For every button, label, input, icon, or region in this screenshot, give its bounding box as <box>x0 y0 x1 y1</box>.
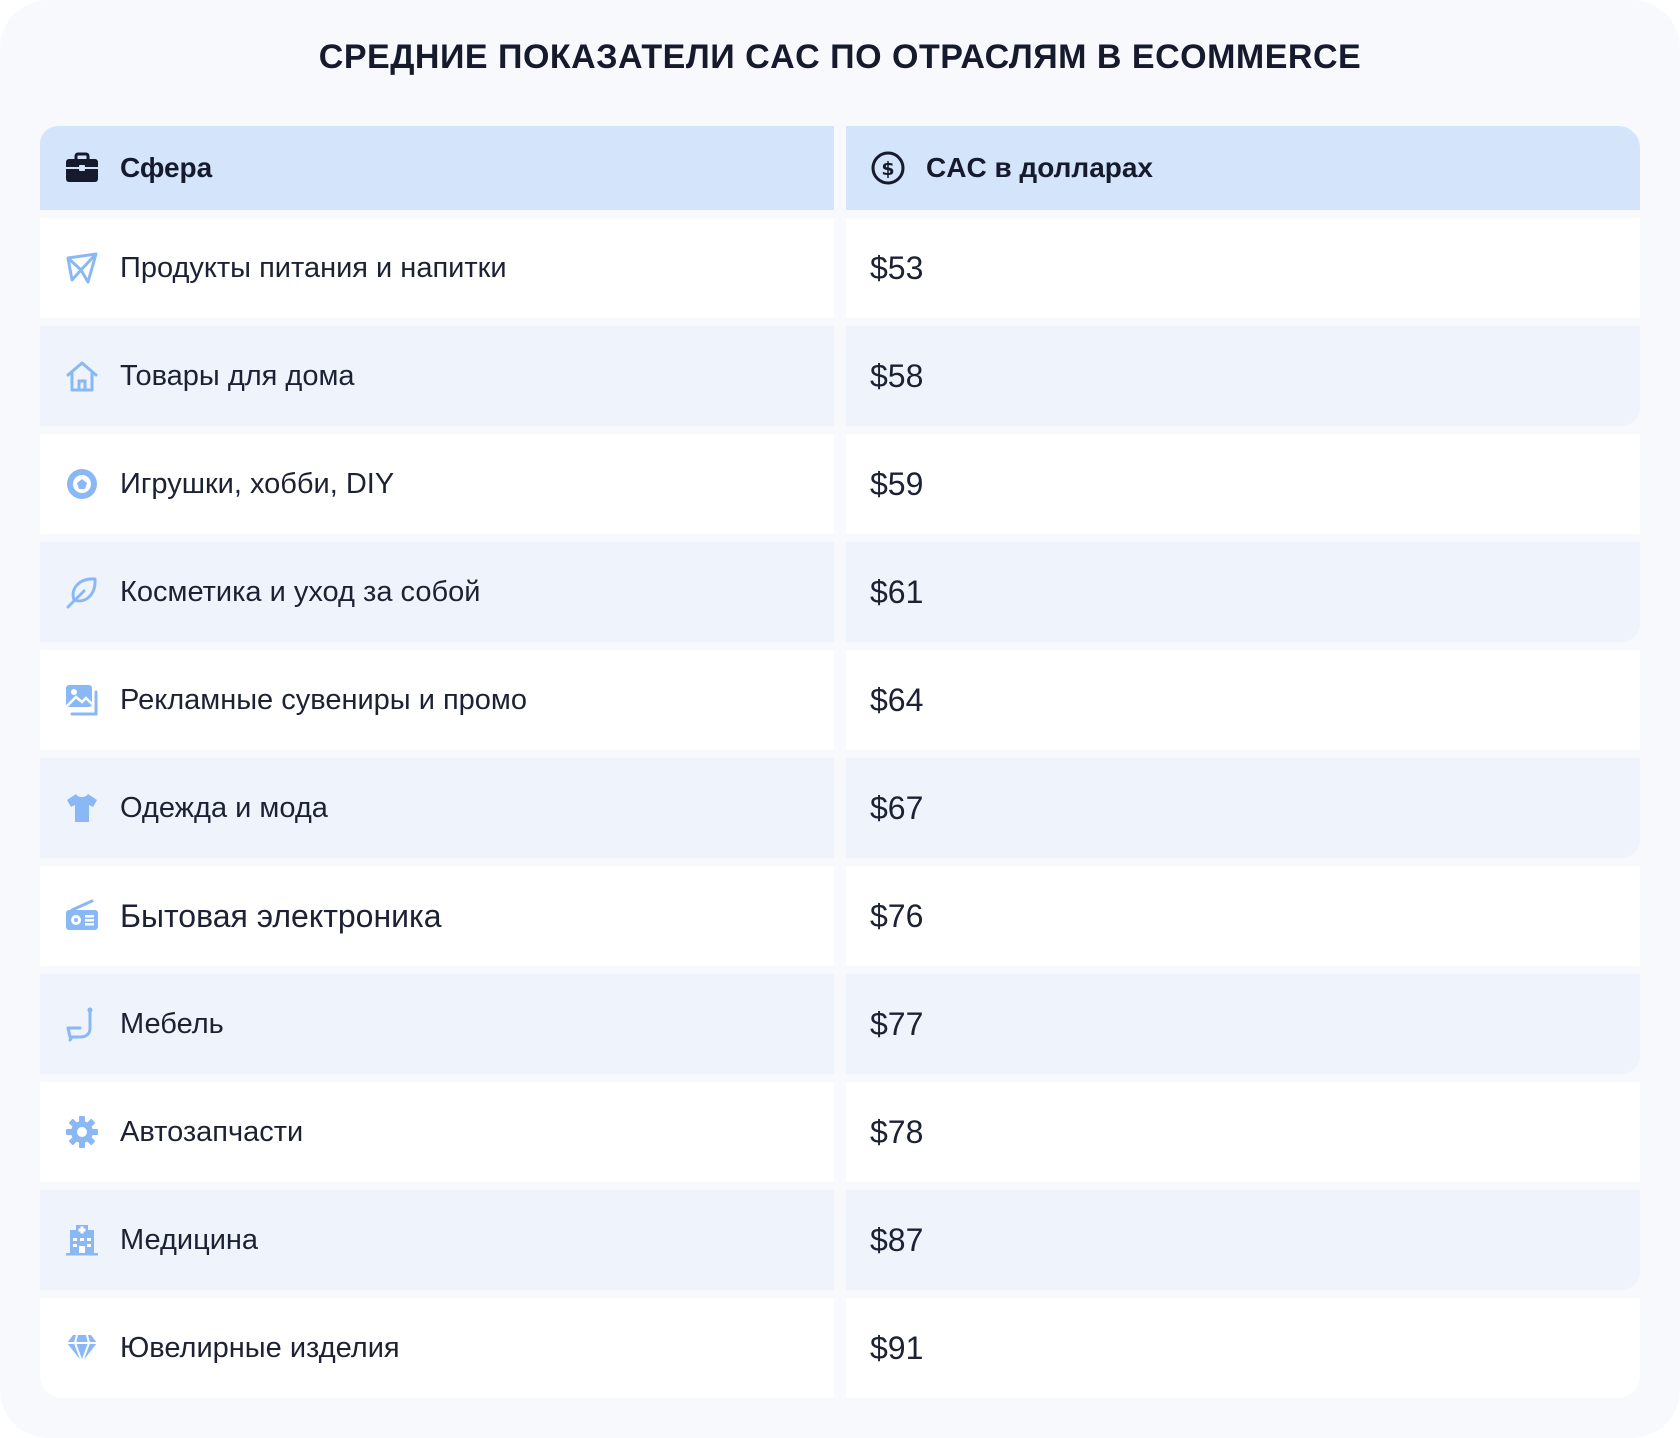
sector-label: Рекламные сувениры и промо <box>120 683 527 716</box>
table-row-value: $76 <box>846 866 1640 966</box>
table-row-value: $77 <box>846 974 1640 1074</box>
sector-header-label: Сфера <box>120 152 213 183</box>
table-row-sector: Бытовая электроника <box>40 866 834 966</box>
table-row-sector: Рекламные сувениры и промо <box>40 650 834 750</box>
sector-label: Мебель <box>120 1007 224 1040</box>
sector-label: Продукты питания и напитки <box>120 251 507 284</box>
sector-label: Игрушки, хобби, DIY <box>120 467 395 500</box>
soccer-ball-icon <box>67 469 97 499</box>
cac-value: $64 <box>870 681 924 718</box>
sector-label: Ювелирные изделия <box>120 1331 400 1364</box>
table-row-value: $64 <box>846 650 1640 750</box>
cac-value: $76 <box>870 897 924 934</box>
table-row-sector: Товары для дома <box>40 326 834 426</box>
sector-label: Автозапчасти <box>120 1115 304 1148</box>
table-row-value: $61 <box>846 542 1640 642</box>
sector-label: Одежда и мода <box>120 791 328 824</box>
cac-value: $78 <box>870 1113 924 1150</box>
paper-plane-icon <box>66 252 98 284</box>
sector-label: Товары для дома <box>120 359 355 392</box>
sector-label: Бытовая электроника <box>120 897 442 934</box>
table-row-sector: Косметика и уход за собой <box>40 542 834 642</box>
sector-label: Косметика и уход за собой <box>120 575 481 608</box>
cac-value: $77 <box>870 1005 924 1042</box>
cac-value: $87 <box>870 1221 924 1258</box>
chair-icon <box>66 1007 93 1042</box>
cac-value: $58 <box>870 357 924 394</box>
dollar-coin-icon: $ <box>871 151 905 185</box>
briefcase-icon <box>66 152 98 182</box>
sector-label: Медицина <box>120 1223 259 1256</box>
table-row-value: $87 <box>846 1190 1640 1290</box>
table-row-value: $78 <box>846 1082 1640 1182</box>
table-row-sector: Мебель <box>40 974 834 1074</box>
svg-text:$: $ <box>881 158 894 180</box>
cac-value: $67 <box>870 789 924 826</box>
leaf-icon <box>66 577 97 609</box>
gear-icon <box>66 1116 98 1148</box>
table-row-sector: Игрушки, хобби, DIY <box>40 434 834 534</box>
cac-value: $59 <box>870 465 924 502</box>
sector-header: Сфера <box>40 126 834 210</box>
image-icon <box>66 685 98 716</box>
t-shirt-icon <box>67 794 97 822</box>
cac-header: $ CAC в долларах <box>846 126 1640 210</box>
table-row-value: $58 <box>846 326 1640 426</box>
table-row-sector: Автозапчасти <box>40 1082 834 1182</box>
table-row-sector: Одежда и мода <box>40 758 834 858</box>
hospital-icon <box>66 1225 98 1256</box>
table-row-sector: Продукты питания и напитки <box>40 218 834 318</box>
page-title: СРЕДНИЕ ПОКАЗАТЕЛИ CAC ПО ОТРАСЛЯМ В ECO… <box>318 38 1362 76</box>
table-row-value: $67 <box>846 758 1640 858</box>
table-row-sector: Медицина <box>40 1190 834 1290</box>
table-row-value: $59 <box>846 434 1640 534</box>
diamond-icon <box>67 1334 97 1365</box>
cac-value: $91 <box>870 1329 924 1366</box>
radio-icon <box>66 899 98 930</box>
table-row-value: $53 <box>846 218 1640 318</box>
table-row-value: $91 <box>846 1298 1640 1398</box>
cac-header-label: CAC в долларах <box>926 152 1154 183</box>
table-row-sector: Ювелирные изделия <box>40 1298 834 1398</box>
cac-value: $61 <box>870 573 924 610</box>
cac-value: $53 <box>870 249 924 286</box>
house-icon <box>66 361 98 392</box>
